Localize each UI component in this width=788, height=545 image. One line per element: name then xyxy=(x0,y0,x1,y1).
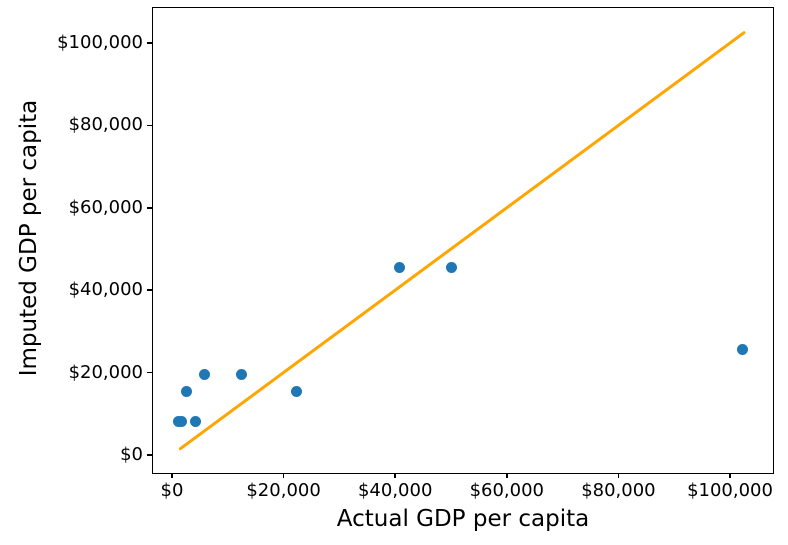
x-tick-mark xyxy=(729,473,731,478)
x-tick-label: $80,000 xyxy=(581,480,656,501)
y-tick-label: $100,000 xyxy=(57,32,143,54)
scatter-point xyxy=(180,386,192,398)
x-tick-label: $0 xyxy=(160,480,184,501)
y-tick-label: $0 xyxy=(120,443,143,465)
identity-line-path xyxy=(178,31,746,451)
x-tick-label: $20,000 xyxy=(246,480,321,501)
y-tick-label: $20,000 xyxy=(68,361,143,383)
y-tick-mark xyxy=(147,371,152,374)
scatter-point xyxy=(199,369,211,381)
x-tick-mark xyxy=(171,473,173,478)
scatter-point xyxy=(189,416,201,428)
x-tick-mark xyxy=(282,473,285,478)
scatter-point xyxy=(290,386,302,398)
identity-line xyxy=(178,31,746,451)
y-tick-label: $80,000 xyxy=(68,114,143,136)
x-tick-label: $60,000 xyxy=(469,480,545,501)
x-tick-label: $40,000 xyxy=(357,480,433,501)
scatter-point xyxy=(236,368,248,380)
scatter-point xyxy=(737,343,749,355)
y-tick-mark xyxy=(147,289,152,291)
y-tick-mark xyxy=(147,124,152,127)
x-axis-label: Actual GDP per capita xyxy=(336,506,590,532)
scatter-point xyxy=(175,416,187,428)
y-tick-mark xyxy=(147,454,152,456)
plot-area: $0 $20,000 $40,000 $60,000 $80,000 $100,000 $0… xyxy=(57,7,774,501)
x-tick-mark xyxy=(617,473,620,478)
x-tick-label: $100,000 xyxy=(687,480,773,501)
scatter-point xyxy=(446,261,458,273)
scatter-point xyxy=(393,261,405,273)
y-tick-label: $60,000 xyxy=(68,196,143,218)
y-tick-mark xyxy=(147,42,152,44)
y-axis-label: Imputed GDP per capita xyxy=(16,99,42,377)
y-tick-label: $40,000 xyxy=(68,279,143,301)
x-tick-mark xyxy=(394,473,396,478)
x-tick-mark xyxy=(506,473,508,478)
y-tick-mark xyxy=(147,207,152,209)
